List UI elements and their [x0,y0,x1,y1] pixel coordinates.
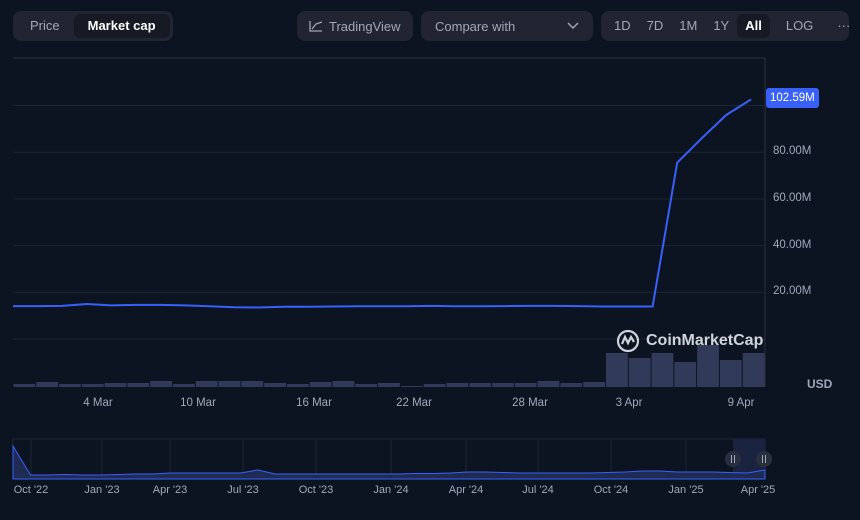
more-button[interactable]: ··· [837,18,851,33]
volume-bar [81,384,104,387]
range-1m[interactable]: 1M [679,18,698,33]
volume-bar [378,383,400,387]
volume-bar [309,382,332,387]
volume-bar [150,381,173,387]
x-tick-label: 3 Apr [615,397,643,409]
volume-bar [719,360,742,387]
navigator-tick-label: Jul '23 [227,484,259,496]
x-tick-label: 4 Mar [83,397,113,409]
navigator-tick-label: Oct '22 [13,484,49,496]
volume-bar [104,383,127,387]
log-toggle[interactable]: LOG [785,18,814,33]
volume-bar [127,383,150,387]
navigator-tick-label: Jul '24 [522,484,554,496]
navigator-line [12,444,766,480]
volume-bar [173,384,195,387]
volume-bar [605,353,628,387]
volume-bar [674,362,697,387]
currency-label: USD [807,377,833,391]
x-tick-label: 10 Mar [180,397,216,409]
x-tick-label: 16 Mar [296,397,332,409]
volume-bar [423,384,446,387]
volume-bar [218,381,241,387]
range-all[interactable]: All [737,14,770,38]
x-tick-label: 28 Mar [512,397,548,409]
range-1d[interactable]: 1D [614,18,631,33]
navigator-tick-label: Jan '23 [84,484,120,496]
x-tick-label: 22 Mar [396,397,432,409]
volume-bar [400,386,423,387]
navigator-tick-label: Jan '24 [373,484,409,496]
chart-line-icon [309,21,323,32]
compare-with-label: Compare with [435,18,516,34]
volume-bar [36,382,59,387]
coinmarketcap-watermark: CoinMarketCap [616,329,763,353]
y-tick-label: 80.00M [773,145,812,158]
range-selector: 1D 7D 1M 1Y All LOG ··· [601,11,850,41]
chevron-down-icon [567,22,579,30]
compare-with-select[interactable]: Compare with [421,11,593,41]
volume-bar [560,383,583,387]
navigator-tick-label: Jan '25 [668,484,704,496]
volume-bar [697,345,719,387]
coinmarketcap-logo-icon [616,329,640,353]
navigator-tick-label: Oct '23 [298,484,334,496]
volume-bar [651,353,674,387]
volume-bar [514,383,537,387]
navigator-tick-label: Apr '25 [740,484,776,496]
volume-bar [241,381,264,387]
tab-price[interactable]: Price [30,18,60,33]
volume-bar [264,383,286,387]
volume-bar [332,381,355,387]
tradingview-label: TradingView [329,18,401,34]
navigator-tick-label: Apr '23 [152,484,188,496]
volume-bar [195,381,218,387]
y-tick-label: 20.00M [773,285,812,298]
volume-bar [469,383,492,387]
watermark-text: CoinMarketCap [646,332,764,349]
y-tick-label: 60.00M [773,191,812,204]
last-value-badge: 102.59M [766,88,819,108]
navigator-tick-label: Oct '24 [593,484,629,496]
view-toggle: Price Market cap [13,11,173,41]
navigator-handle[interactable] [756,451,772,467]
y-tick-label: 40.00M [773,238,812,251]
handle-grip-icon [731,455,735,463]
range-7d[interactable]: 7D [646,18,664,33]
volume-bar [537,381,560,387]
navigator-handle[interactable] [725,451,741,467]
volume-bar [742,353,765,387]
volume-bar [446,383,469,387]
market-cap-line [13,98,752,309]
volume-bar [355,384,378,387]
volume-bar [492,383,514,387]
x-tick-label: 9 Apr [727,397,755,409]
range-1y[interactable]: 1Y [713,18,730,33]
handle-grip-icon [762,455,766,463]
volume-bar [286,384,309,387]
tab-market-cap[interactable]: Market cap [73,14,170,38]
tradingview-button[interactable]: TradingView [297,11,413,41]
volume-bar [583,382,605,387]
navigator-tick-label: Apr '24 [448,484,484,496]
volume-bar [13,384,36,387]
volume-bar [59,384,81,387]
volume-bar [628,358,651,387]
